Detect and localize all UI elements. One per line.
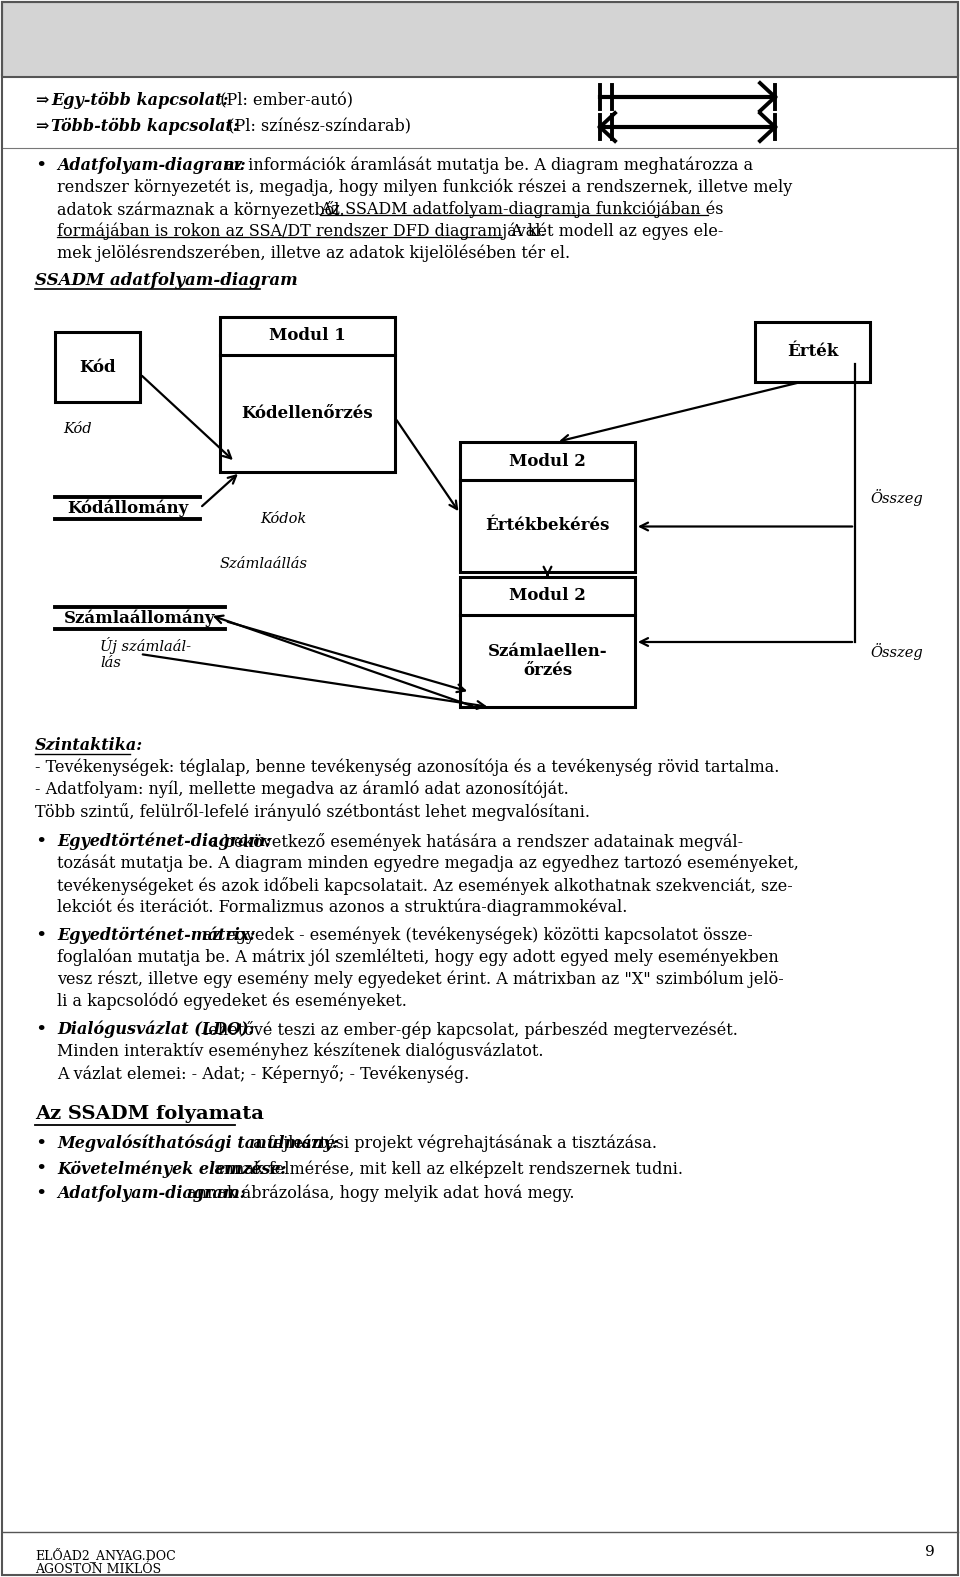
Text: Kódállomány: Kódállomány <box>67 500 188 517</box>
Text: - Adatfolyam: nyíl, mellette megadva az áramló adat azonosítóját.: - Adatfolyam: nyíl, mellette megadva az … <box>35 781 568 798</box>
Text: Több-több kapcsolat:: Több-több kapcsolat: <box>51 118 239 136</box>
Text: Az SSADM folyamata: Az SSADM folyamata <box>35 1105 264 1123</box>
Text: annak felmérése, mit kell az elképzelt rendszernek tudni.: annak felmérése, mit kell az elképzelt r… <box>208 1161 683 1178</box>
Text: Érték: Érték <box>787 344 838 361</box>
Text: Értékbekérés: Értékbekérés <box>486 517 610 535</box>
Text: Kódok: Kódok <box>260 513 306 527</box>
Text: Egyedtörténet-diagram:: Egyedtörténet-diagram: <box>57 833 272 850</box>
Text: •: • <box>35 927 46 945</box>
Text: Követelmények elemzése:: Követelmények elemzése: <box>57 1161 286 1178</box>
Text: Egyedtörténet-mátrix:: Egyedtörténet-mátrix: <box>57 927 255 945</box>
Text: tozását mutatja be. A diagram minden egyedre megadja az egyedhez tartozó esemény: tozását mutatja be. A diagram minden egy… <box>57 855 799 872</box>
Text: TERMÉKTERVEZÉS: TERMÉKTERVEZÉS <box>372 17 588 36</box>
Text: A vázlat elemei: - Adat; - Képernyő; - Tevékenység.: A vázlat elemei: - Adat; - Képernyő; - T… <box>57 1064 469 1083</box>
Text: •: • <box>35 1161 46 1178</box>
Text: vesz részt, illetve egy esemény mely egyedeket érint. A mátrixban az "X" szimból: vesz részt, illetve egy esemény mely egy… <box>57 971 783 989</box>
Text: Több szintű, felülről-lefelé irányuló szétbontást lehet megvalósítani.: Több szintű, felülről-lefelé irányuló sz… <box>35 803 590 822</box>
Text: Modul 2: Modul 2 <box>509 453 586 470</box>
Text: ⇒: ⇒ <box>35 91 48 109</box>
Text: az egyedek - események (tevékenységek) közötti kapcsolatot össze-: az egyedek - események (tevékenységek) k… <box>198 927 753 945</box>
Bar <box>460 577 635 706</box>
Text: Modul 2: Modul 2 <box>509 588 586 604</box>
Text: •: • <box>35 158 46 175</box>
Text: formájában is rokon az SSA/DT rendszer DFD diagramjával.: formájában is rokon az SSA/DT rendszer D… <box>57 222 545 241</box>
Text: •: • <box>35 1184 46 1203</box>
Text: Kód: Kód <box>63 423 91 435</box>
Text: Adatfolyam-diagram:: Adatfolyam-diagram: <box>57 1184 246 1202</box>
Text: AGOSTON MIKLÓS: AGOSTON MIKLÓS <box>35 1563 161 1575</box>
Text: Összeg: Összeg <box>870 643 923 661</box>
Bar <box>755 322 870 382</box>
Text: li a kapcsolódó egyedeket és eseményeket.: li a kapcsolódó egyedeket és eseményeket… <box>57 994 407 1011</box>
Bar <box>220 317 395 472</box>
Text: Modul 1: Modul 1 <box>269 328 346 344</box>
Text: ⇒: ⇒ <box>35 118 48 136</box>
Text: Adatfolyam-diagram:: Adatfolyam-diagram: <box>57 158 246 173</box>
Text: tevékenységeket és azok időbeli kapcsolatait. Az események alkothatnak szekvenci: tevékenységeket és azok időbeli kapcsola… <box>57 877 793 896</box>
Text: a fejlesztési projekt végrehajtásának a tisztázása.: a fejlesztési projekt végrehajtásának a … <box>249 1135 658 1153</box>
Text: Minden interaktív eseményhez készítenek dialógusvázlatot.: Minden interaktív eseményhez készítenek … <box>57 1042 543 1060</box>
Text: Egy-több kapcsolat:: Egy-több kapcsolat: <box>51 91 228 109</box>
Text: Az SSADM adatfolyam-diagramja funkciójában és: Az SSADM adatfolyam-diagramja funkciójáb… <box>320 200 724 219</box>
Text: annak ábrázolása, hogy melyik adat hová megy.: annak ábrázolása, hogy melyik adat hová … <box>182 1184 575 1203</box>
Text: rendszer környezetét is, megadja, hogy milyen funkciók részei a rendszernek, ill: rendszer környezetét is, megadja, hogy m… <box>57 180 792 197</box>
Text: •: • <box>35 1020 46 1039</box>
Text: SSADM adatfolyam-diagram: SSADM adatfolyam-diagram <box>35 271 298 289</box>
Text: Megvalósíthatósági tanulmány:: Megvalósíthatósági tanulmány: <box>57 1135 339 1153</box>
Text: (Pl: színész-színdarab): (Pl: színész-színdarab) <box>218 118 411 136</box>
Text: adatok származnak a környezetből.: adatok származnak a környezetből. <box>57 200 349 219</box>
Bar <box>55 333 140 402</box>
Text: a bekövetkező események hatására a rendszer adatainak megvál-: a bekövetkező események hatására a rends… <box>204 833 744 852</box>
Text: Kódellenőrzés: Kódellenőrzés <box>242 405 373 423</box>
Text: lehetővé teszi az ember-gép kapcsolat, párbeszéd megtervezését.: lehetővé teszi az ember-gép kapcsolat, p… <box>198 1020 737 1039</box>
Text: Összeg: Összeg <box>870 489 923 506</box>
Text: Számlaállás: Számlaállás <box>220 557 308 571</box>
Bar <box>460 442 635 572</box>
Text: lekciót és iterációt. Formalizmus azonos a struktúra-diagrammokéval.: lekciót és iterációt. Formalizmus azonos… <box>57 899 628 916</box>
Text: Dialógusvázlat (LDO):: Dialógusvázlat (LDO): <box>57 1020 254 1039</box>
Text: PANDUR BÉLA: PANDUR BÉLA <box>398 46 562 63</box>
Text: Kód: Kód <box>79 358 116 375</box>
Text: Számlaállomány: Számlaállomány <box>64 609 216 626</box>
Text: az információk áramlását mutatja be. A diagram meghatározza a: az információk áramlását mutatja be. A d… <box>220 158 754 175</box>
Text: Számlaellen-
őrzés: Számlaellen- őrzés <box>488 643 608 680</box>
Text: •: • <box>35 1135 46 1153</box>
Text: Szintaktika:: Szintaktika: <box>35 736 143 754</box>
Text: 9: 9 <box>925 1545 935 1560</box>
Text: foglalóan mutatja be. A mátrix jól szemlélteti, hogy egy adott egyed mely esemén: foglalóan mutatja be. A mátrix jól szeml… <box>57 949 779 967</box>
Text: (Pl: ember-autó): (Pl: ember-autó) <box>210 91 353 109</box>
Bar <box>2 2 958 77</box>
Text: mek jelölésrendszerében, illetve az adatok kijelölésében tér el.: mek jelölésrendszerében, illetve az adat… <box>57 244 570 262</box>
Text: Új számlaál-
lás: Új számlaál- lás <box>100 637 191 670</box>
Text: - Tevékenységek: téglalap, benne tevékenység azonosítója és a tevékenység rövid : - Tevékenységek: téglalap, benne tevéken… <box>35 759 780 776</box>
Text: ELŐAD2_ANYAG.DOC: ELŐAD2_ANYAG.DOC <box>35 1547 176 1561</box>
Text: •: • <box>35 833 46 852</box>
Text: A két modell az egyes ele-: A két modell az egyes ele- <box>506 222 724 241</box>
